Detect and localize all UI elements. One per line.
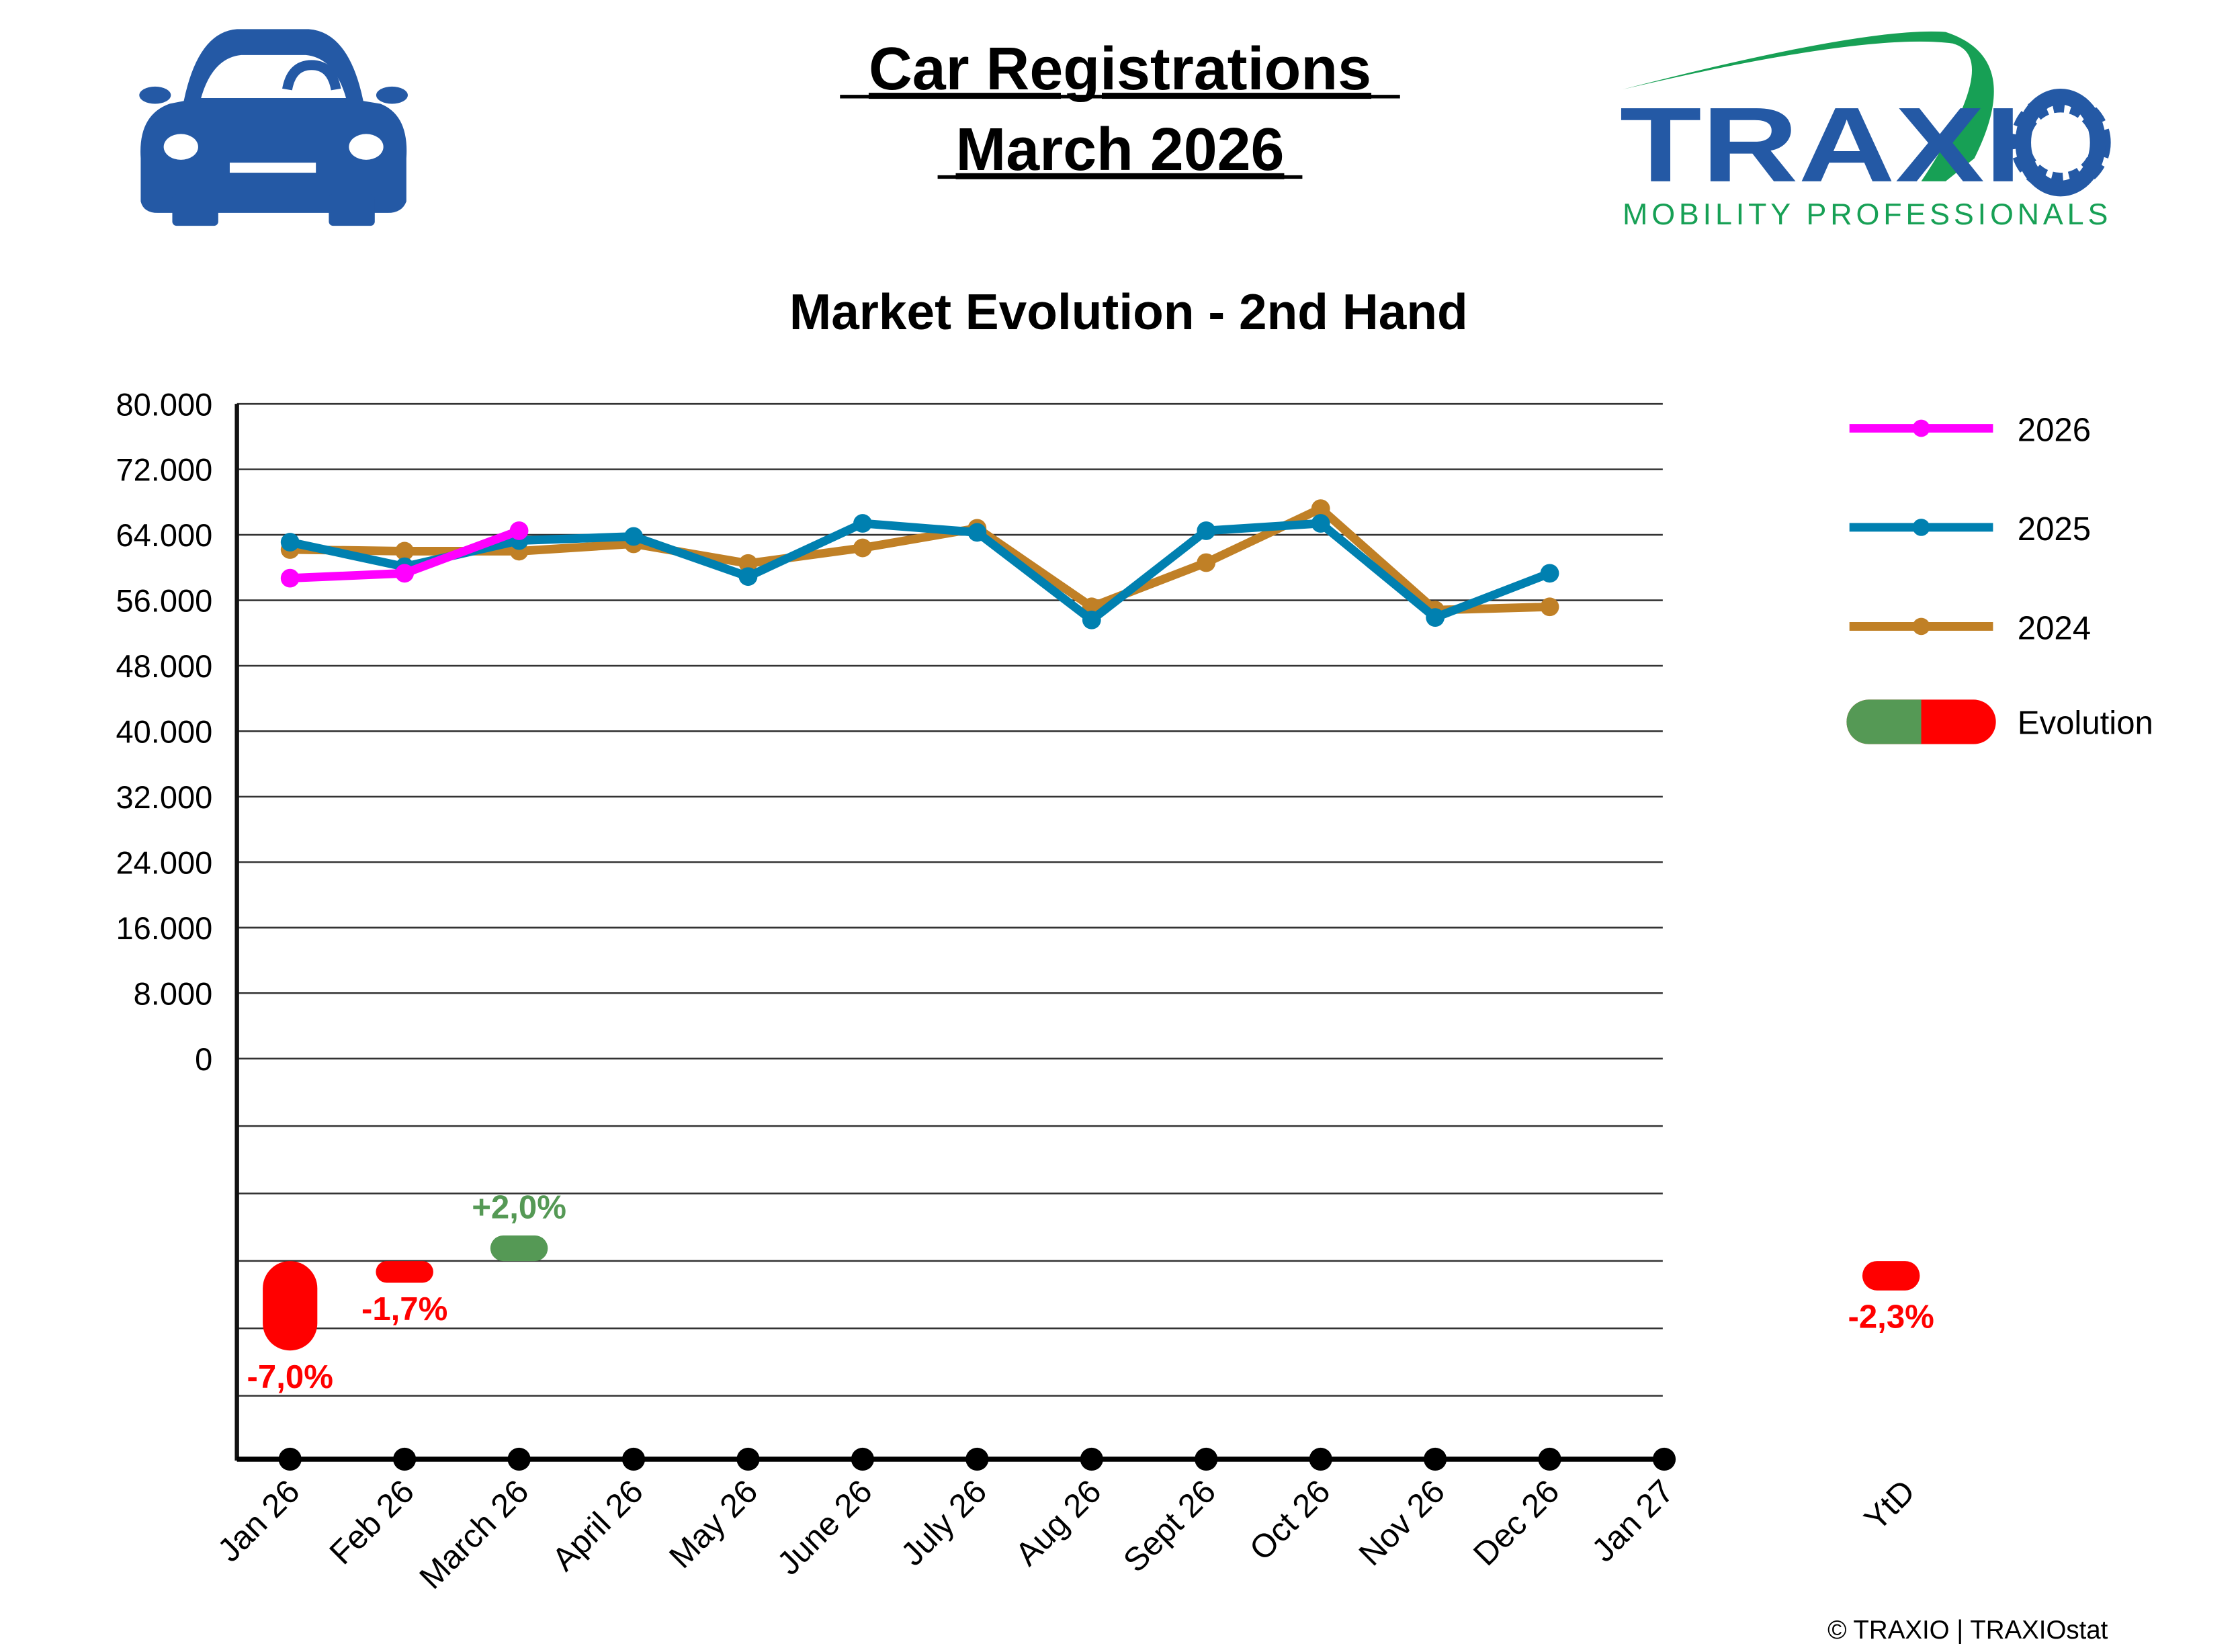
data-point-2024 <box>738 554 758 573</box>
data-point-2025 <box>624 527 643 546</box>
evolution-label: -7,0% <box>247 1359 333 1395</box>
y-tick-label: 48.000 <box>116 648 213 684</box>
car-front-icon <box>139 29 408 226</box>
y-tick-label: 64.000 <box>116 517 213 553</box>
evolution-bar <box>490 1235 548 1262</box>
legend-label-2024: 2024 <box>2018 611 2091 647</box>
evolution-bar <box>376 1261 433 1283</box>
legend: 2026 2025 2024 Evolution <box>1846 412 2153 744</box>
x-tick-marker <box>393 1447 417 1471</box>
y-axis-labels: 0 8.000 16.000 24.000 32.000 40.000 48.000 56.0… <box>116 386 213 1077</box>
svg-text:TRAXI: TRAXI <box>1620 85 2022 204</box>
data-point-2024 <box>1197 553 1216 572</box>
x-tick-marker <box>1424 1447 1447 1471</box>
x-tick-marker <box>1652 1447 1676 1471</box>
y-tick-label: 56.000 <box>116 583 213 619</box>
data-point-2026 <box>509 521 529 540</box>
data-point-2025 <box>1197 521 1216 540</box>
x-tick-label: Jan 27 <box>1585 1473 1681 1569</box>
series-lines <box>280 499 1559 629</box>
y-tick-label: 80.000 <box>116 386 213 422</box>
data-point-2025 <box>1426 608 1445 627</box>
data-point-2026 <box>395 564 415 583</box>
x-tick-marker <box>278 1447 302 1471</box>
x-tick-marker <box>965 1447 989 1471</box>
legend-marker-2024 <box>1912 617 1930 636</box>
svg-text:MOBILITY PROFESSIONALS: MOBILITY PROFESSIONALS <box>1623 197 2108 231</box>
x-tick-label: Dec 26 <box>1467 1473 1566 1573</box>
evolution-label: -2,3% <box>1848 1299 1934 1335</box>
chart-title: Market Evolution - 2nd Hand <box>789 284 1468 340</box>
x-tick-marker <box>1080 1447 1103 1471</box>
data-point-2026 <box>280 568 300 588</box>
x-tick-marker <box>736 1447 760 1471</box>
x-tick-label: Sept 26 <box>1117 1473 1223 1579</box>
evolution-bars: -7,0% -1,7% +2,0% -2,3% <box>247 1189 1934 1395</box>
x-tick-marker <box>1309 1447 1332 1471</box>
x-tick-marker <box>621 1447 646 1471</box>
chart-grid <box>234 402 1663 1461</box>
evolution-label: +2,0% <box>472 1189 566 1225</box>
traxio-logo: TRAXI MOBILITY PROFESSIONALS <box>1620 31 2111 231</box>
y-tick-label: 32.000 <box>116 779 213 815</box>
x-tick-label-ytd: YtD <box>1858 1473 1922 1538</box>
data-point-2024 <box>1311 499 1330 518</box>
x-tick-marker <box>851 1447 875 1471</box>
y-tick-label: 8.000 <box>134 975 213 1011</box>
x-tick-label: March 26 <box>413 1473 535 1596</box>
data-point-2025 <box>1540 564 1559 583</box>
x-tick-label: Oct 26 <box>1243 1473 1338 1568</box>
series-line-2024 <box>290 504 1550 615</box>
data-point-2025 <box>967 523 987 542</box>
data-point-2024 <box>1540 597 1559 617</box>
x-tick-label: Feb 26 <box>323 1473 421 1571</box>
x-tick-label: June 26 <box>771 1473 879 1582</box>
x-tick-label: May 26 <box>662 1473 765 1575</box>
page-title-line1: Car Registrations <box>869 36 1371 103</box>
data-point-2024 <box>395 541 415 561</box>
y-tick-label: 40.000 <box>116 714 213 750</box>
series-line-2025 <box>289 519 1551 625</box>
y-tick-label: 0 <box>195 1041 212 1077</box>
x-tick-label: July 26 <box>894 1473 994 1573</box>
evolution-bar <box>263 1261 318 1351</box>
x-tick-marker <box>1195 1447 1218 1471</box>
data-point-2025 <box>853 514 872 533</box>
x-tick-label: Aug 26 <box>1008 1473 1108 1573</box>
evolution-bar <box>1862 1261 1920 1291</box>
legend-label-2025: 2025 <box>2018 511 2091 548</box>
data-point-2025 <box>1311 514 1330 533</box>
x-tick-marker <box>1538 1447 1561 1471</box>
legend-marker-2025 <box>1912 519 1930 536</box>
data-point-2025 <box>738 567 758 586</box>
data-point-2025 <box>280 533 300 552</box>
legend-marker-2026 <box>1912 419 1930 437</box>
legend-evolution-positive <box>1846 699 1922 744</box>
y-tick-label: 72.000 <box>116 452 213 488</box>
x-tick-label: Nov 26 <box>1352 1473 1452 1573</box>
data-point-2025 <box>1082 610 1101 629</box>
y-tick-label: 16.000 <box>116 910 213 946</box>
x-tick-label: Jan 26 <box>211 1473 307 1569</box>
y-tick-label: 24.000 <box>116 844 213 880</box>
evolution-label: -1,7% <box>361 1291 447 1328</box>
copyright: © TRAXIO | TRAXIOstat <box>1827 1616 2108 1645</box>
x-tick-label: April 26 <box>546 1473 650 1578</box>
data-point-2024 <box>853 538 872 558</box>
legend-label-evolution: Evolution <box>2018 705 2153 742</box>
x-tick-marker <box>507 1447 531 1471</box>
gear-icon <box>2010 89 2111 197</box>
legend-label-2026: 2026 <box>2018 412 2091 449</box>
page-title-line2: March 2026 <box>956 116 1285 183</box>
